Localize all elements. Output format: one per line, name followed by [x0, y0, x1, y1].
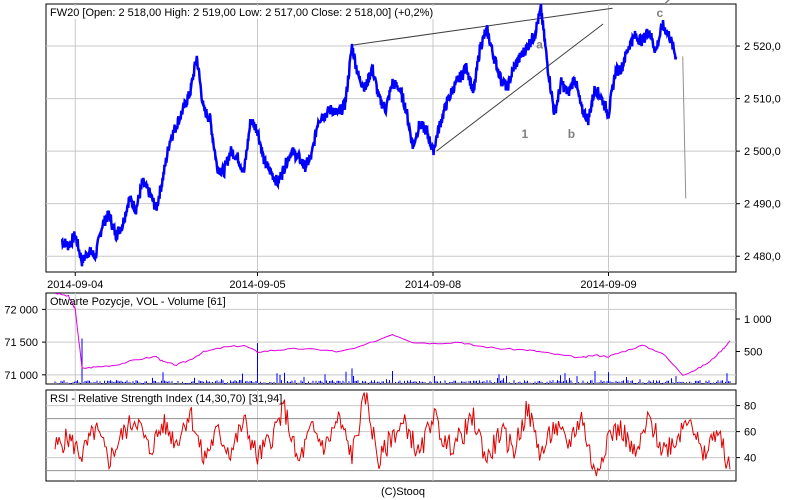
- oi-y-tick-label: 71 000: [4, 370, 38, 382]
- vol-y-tick-label: 1 000: [744, 314, 772, 326]
- open-interest-line: [54, 292, 731, 376]
- price-y-tick-label: 2 510,0: [744, 94, 781, 106]
- price-y-tick-label: 2 490,0: [744, 199, 781, 211]
- wave-label: c: [656, 6, 663, 20]
- price-series-line: [60, 3, 678, 267]
- price-title: FW20 [Open: 2 518,00 High: 2 519,00 Low:…: [50, 7, 433, 19]
- rsi-y-tick-label: 60: [744, 427, 756, 439]
- price-title-bg: [48, 6, 458, 19]
- rsi-y-tick-label: 80: [744, 401, 756, 413]
- volume-panel: 71 000 71 500 72 000 500 1 000 Otwarte Pozy…: [4, 292, 772, 385]
- volume-y-ticks-left: 71 000 71 500 72 000: [4, 304, 46, 382]
- volume-y-ticks-right: 500 1 000: [736, 314, 772, 359]
- wave-label: 1: [521, 127, 528, 141]
- price-annotations: 1 a b c2: [521, 0, 670, 141]
- oi-y-tick-label: 71 500: [4, 337, 38, 349]
- price-trendlines: [353, 7, 687, 199]
- volume-title: Otwarte Pozycje, VOL - Volume [61]: [50, 296, 226, 308]
- rsi-grid: [46, 390, 736, 481]
- wave-label: b: [568, 127, 575, 141]
- price-x-tick-label: 2014-09-09: [580, 279, 636, 291]
- price-x-tick-label: 2014-09-04: [47, 279, 103, 291]
- price-trendline: [436, 23, 604, 152]
- wave-label: 2: [664, 0, 671, 8]
- vol-y-tick-label: 500: [744, 347, 762, 359]
- price-tail-line: [682, 56, 687, 199]
- rsi-y-tick-label: 40: [744, 453, 756, 465]
- footer-credit: (C)Stooq: [381, 486, 425, 498]
- wave-label: a: [536, 38, 543, 52]
- price-y-tick-label: 2 480,0: [744, 251, 781, 263]
- volume-panel-frame: [45, 292, 737, 385]
- rsi-title: RSI - Relative Strength Index (14,30,70)…: [50, 393, 282, 405]
- price-grid: [46, 4, 736, 272]
- price-y-ticks: 2 480,0 2 490,0 2 500,0 2 510,0 2 520,0: [736, 41, 781, 263]
- volume-bars: [54, 338, 731, 384]
- price-panel: 1 a b c2 2 480,0 2 490,0 2 500,0 2 510,0 2 520,…: [45, 0, 781, 291]
- price-x-ticks: 2014-09-04 2014-09-05 2014-09-08 2014-09-09: [47, 272, 637, 291]
- rsi-series-line: [54, 392, 731, 477]
- rsi-panel: 40 60 80 RSI - Relative Strength Index (14…: [45, 389, 756, 482]
- price-panel-frame: [45, 3, 737, 273]
- price-x-tick-label: 2014-09-08: [405, 279, 461, 291]
- price-trendline: [353, 7, 613, 46]
- price-y-tick-label: 2 500,0: [744, 146, 781, 158]
- price-y-tick-label: 2 520,0: [744, 41, 781, 53]
- volume-grid: [46, 293, 736, 384]
- price-x-tick-label: 2014-09-05: [229, 279, 285, 291]
- oi-y-tick-label: 72 000: [4, 304, 38, 316]
- rsi-y-ticks: 40 60 80: [736, 401, 756, 465]
